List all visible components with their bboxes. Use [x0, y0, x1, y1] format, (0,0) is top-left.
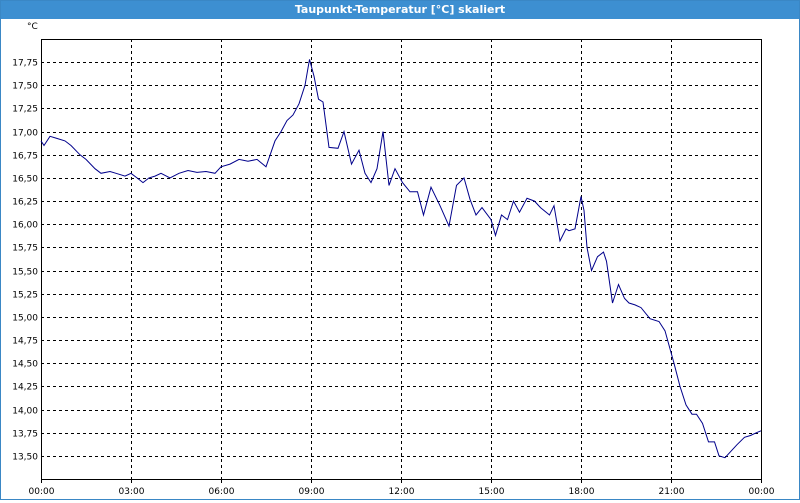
x-tick-time: 06:00 — [209, 487, 235, 497]
dewpoint-chart: °C 13,50 13,75 14,00 14,25 14,50 14,75 15,00 15… — [12, 22, 775, 497]
y-tick-label: 15,25 — [12, 291, 38, 301]
y-tick-label: 16,00 — [12, 221, 38, 231]
x-tick-labels: 00:0003.06.1803:0003.06.1806:0003.06.180… — [29, 479, 775, 497]
x-tick-time: 15:00 — [479, 487, 505, 497]
y-tick-label: 16,50 — [12, 175, 38, 185]
y-tick-label: 14,50 — [12, 360, 38, 370]
y-tick-label: 16,75 — [12, 152, 38, 162]
y-tick-label: 17,00 — [12, 129, 38, 139]
y-tick-label: 17,50 — [12, 82, 38, 92]
y-tick-label: 17,25 — [12, 105, 38, 115]
x-tick-time: 09:00 — [299, 487, 325, 497]
y-axis-unit-label: °C — [27, 22, 38, 32]
y-tick-label: 17,75 — [12, 59, 38, 69]
y-tick-label: 15,00 — [12, 314, 38, 324]
y-tick-label: 13,50 — [12, 453, 38, 463]
window-title: Taupunkt-Temperatur [°C] skaliert — [1, 1, 799, 19]
y-tick-label: 16,25 — [12, 198, 38, 208]
y-tick-label: 15,50 — [12, 268, 38, 278]
chart-area: °C 13,50 13,75 14,00 14,25 14,50 14,75 15,00 15… — [1, 19, 799, 499]
x-tick-time: 12:00 — [389, 487, 415, 497]
x-tick-time: 21:00 — [659, 487, 685, 497]
y-tick-labels: 13,50 13,75 14,00 14,25 14,50 14,75 15,00 15,25… — [12, 59, 38, 463]
y-tick-label: 15,75 — [12, 244, 38, 254]
x-tick-time: 00:00 — [749, 487, 775, 497]
y-tick-label: 13,75 — [12, 430, 38, 440]
y-tick-label: 14,75 — [12, 337, 38, 347]
x-tick-time: 18:00 — [569, 487, 595, 497]
x-tick-time: 00:00 — [29, 487, 55, 497]
x-tick-time: 03:00 — [119, 487, 145, 497]
series-layer — [40, 59, 762, 459]
series-line-dewpoint — [40, 59, 762, 459]
grid — [41, 39, 761, 479]
y-tick-label: 14,25 — [12, 383, 38, 393]
y-tick-label: 14,00 — [12, 407, 38, 417]
